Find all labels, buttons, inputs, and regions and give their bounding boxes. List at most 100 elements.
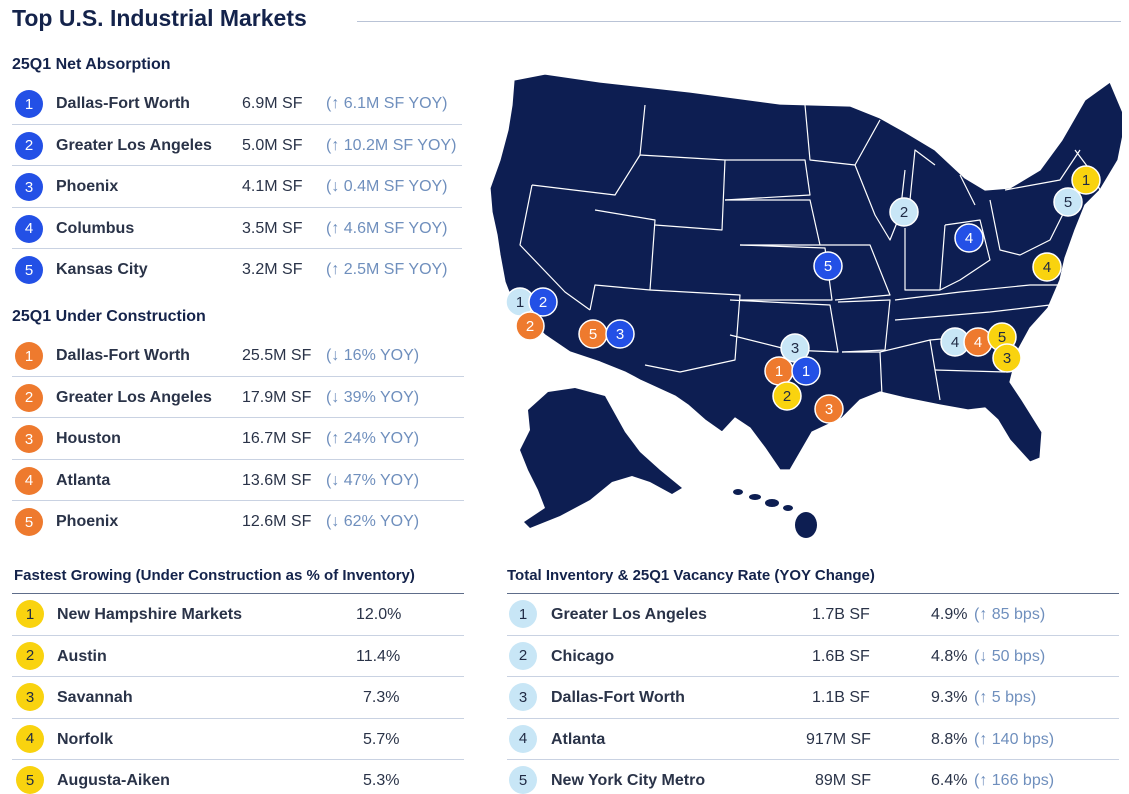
map-marker-construction-5: 5 xyxy=(578,319,608,349)
market-vacancy-change: (↑ 166 bps) xyxy=(974,772,1055,789)
market-vacancy-change: (↑ 5 bps) xyxy=(974,689,1037,706)
list-item: 2 Greater Los Angeles 5.0M SF (↑ 10.2M S… xyxy=(12,125,462,166)
market-inventory: 1.7B SF xyxy=(812,606,870,623)
map-marker-absorption-2: 2 xyxy=(528,287,558,317)
svg-text:2: 2 xyxy=(526,318,534,335)
list-item: 5 Phoenix 12.6M SF (↓ 62% YOY) xyxy=(12,501,464,543)
rank-badge: 5 xyxy=(16,766,44,794)
svg-text:4: 4 xyxy=(951,334,959,351)
list-item: 3 Dallas-Fort Worth 1.1B SF 9.3% (↑ 5 bp… xyxy=(507,677,1119,719)
map-marker-construction-4: 4 xyxy=(963,327,993,357)
svg-text:1: 1 xyxy=(775,363,783,380)
rank-badge: 5 xyxy=(509,766,537,794)
list-item: 5 New York City Metro 89M SF 6.4% (↑ 166… xyxy=(507,760,1119,794)
inventory-divider xyxy=(507,593,1119,594)
map-marker-inventory-5: 5 xyxy=(1053,187,1083,217)
svg-text:5: 5 xyxy=(1064,194,1072,211)
market-value: 16.7M SF xyxy=(242,430,312,447)
market-name: Dallas-Fort Worth xyxy=(551,689,685,706)
list-item: 3 Houston 16.7M SF (↑ 24% YOY) xyxy=(12,418,464,460)
list-item: 2 Chicago 1.6B SF 4.8% (↓ 50 bps) xyxy=(507,636,1119,677)
svg-text:5: 5 xyxy=(824,258,832,275)
market-value: 5.7% xyxy=(363,730,400,748)
rank-badge: 4 xyxy=(509,724,537,753)
market-value: 25.5M SF xyxy=(242,347,312,364)
market-vacancy: 8.8% xyxy=(931,730,968,748)
market-name: Phoenix xyxy=(56,178,119,195)
rank-badge: 1 xyxy=(509,600,537,628)
list-item: 4 Columbus 3.5M SF (↑ 4.6M SF YOY) xyxy=(12,208,462,249)
svg-text:1: 1 xyxy=(802,363,810,380)
inventory-heading: Total Inventory & 25Q1 Vacancy Rate (YOY… xyxy=(507,567,875,584)
market-name: Chicago xyxy=(551,647,615,665)
rank-badge: 2 xyxy=(16,641,44,670)
market-value: 5.0M SF xyxy=(242,136,303,154)
market-name: Austin xyxy=(57,647,107,665)
market-inventory: 1.6B SF xyxy=(812,647,870,665)
map-marker-absorption-3: 3 xyxy=(605,319,635,349)
market-vacancy: 6.4% xyxy=(931,772,968,789)
market-vacancy-change: (↑ 85 bps) xyxy=(974,606,1046,623)
rank-badge: 4 xyxy=(16,724,44,753)
market-vacancy: 4.8% xyxy=(931,647,968,665)
inventory-list: 1 Greater Los Angeles 1.7B SF 4.9% (↑ 85… xyxy=(507,594,1119,794)
market-inventory: 1.1B SF xyxy=(812,689,870,706)
svg-text:2: 2 xyxy=(539,294,547,311)
market-yoy: (↑ 4.6M SF YOY) xyxy=(326,219,448,237)
rank-badge: 2 xyxy=(15,383,43,412)
market-vacancy: 4.9% xyxy=(931,606,968,623)
map-marker-absorption-5: 5 xyxy=(813,251,843,281)
map-marker-construction-3: 3 xyxy=(814,394,844,424)
market-value: 3.5M SF xyxy=(242,219,303,237)
market-name: Phoenix xyxy=(56,513,119,530)
market-name: Atlanta xyxy=(551,730,606,748)
svg-text:1: 1 xyxy=(516,294,524,311)
net-absorption-heading: 25Q1 Net Absorption xyxy=(12,56,171,73)
list-item: 4 Atlanta 917M SF 8.8% (↑ 140 bps) xyxy=(507,719,1119,760)
map-marker-growing-3: 3 xyxy=(992,343,1022,373)
market-yoy: (↑ 24% YOY) xyxy=(326,430,420,447)
svg-text:3: 3 xyxy=(791,340,799,357)
market-inventory: 917M SF xyxy=(806,730,871,748)
market-value: 6.9M SF xyxy=(242,95,303,112)
market-name: Houston xyxy=(56,430,121,447)
market-value: 11.4% xyxy=(356,647,401,665)
market-value: 4.1M SF xyxy=(242,178,303,195)
map-marker-construction-1: 1 xyxy=(764,356,794,386)
svg-text:2: 2 xyxy=(900,204,908,221)
fastest-growing-list: 1 New Hampshire Markets 12.0% 2 Austin 1… xyxy=(12,594,464,794)
rank-badge: 3 xyxy=(15,173,43,201)
fastest-growing-divider xyxy=(12,593,464,594)
rank-badge: 3 xyxy=(509,683,537,711)
list-item: 1 Greater Los Angeles 1.7B SF 4.9% (↑ 85… xyxy=(507,594,1119,636)
rank-badge: 1 xyxy=(15,342,43,370)
market-name: Atlanta xyxy=(56,471,111,489)
list-item: 5 Augusta-Aiken 5.3% xyxy=(12,760,464,794)
market-name: Norfolk xyxy=(57,730,113,748)
list-item: 3 Savannah 7.3% xyxy=(12,677,464,719)
us-map: 1 2 2 5 3 3 1 1 2 3 5 2 4 4 4 5 3 4 5 1 xyxy=(489,73,1122,538)
rank-badge: 2 xyxy=(15,131,43,160)
alaska-shape xyxy=(520,388,682,528)
svg-text:1: 1 xyxy=(1082,172,1090,189)
rank-badge: 4 xyxy=(15,214,43,243)
svg-text:4: 4 xyxy=(974,334,982,351)
fastest-growing-heading: Fastest Growing (Under Construction as %… xyxy=(14,567,415,584)
market-yoy: (↑ 2.5M SF YOY) xyxy=(326,261,448,278)
list-item: 1 Dallas-Fort Worth 25.5M SF (↓ 16% YOY) xyxy=(12,335,464,377)
map-marker-absorption-4: 4 xyxy=(954,223,984,253)
net-absorption-list: 1 Dallas-Fort Worth 6.9M SF (↑ 6.1M SF Y… xyxy=(12,83,462,291)
market-name: Kansas City xyxy=(56,261,148,278)
rank-badge: 5 xyxy=(15,256,43,284)
list-item: 2 Greater Los Angeles 17.9M SF (↓ 39% YO… xyxy=(12,377,464,418)
map-marker-construction-2: 2 xyxy=(515,311,545,341)
market-yoy: (↑ 6.1M SF YOY) xyxy=(326,95,448,112)
market-value: 3.2M SF xyxy=(242,261,303,278)
svg-text:2: 2 xyxy=(783,388,791,405)
map-marker-growing-4: 4 xyxy=(1032,252,1062,282)
market-yoy: (↓ 39% YOY) xyxy=(326,388,420,406)
market-name: Greater Los Angeles xyxy=(56,136,212,154)
under-construction-list: 1 Dallas-Fort Worth 25.5M SF (↓ 16% YOY)… xyxy=(12,335,464,543)
market-value: 13.6M SF xyxy=(242,471,312,489)
market-vacancy-change: (↓ 50 bps) xyxy=(974,647,1046,665)
